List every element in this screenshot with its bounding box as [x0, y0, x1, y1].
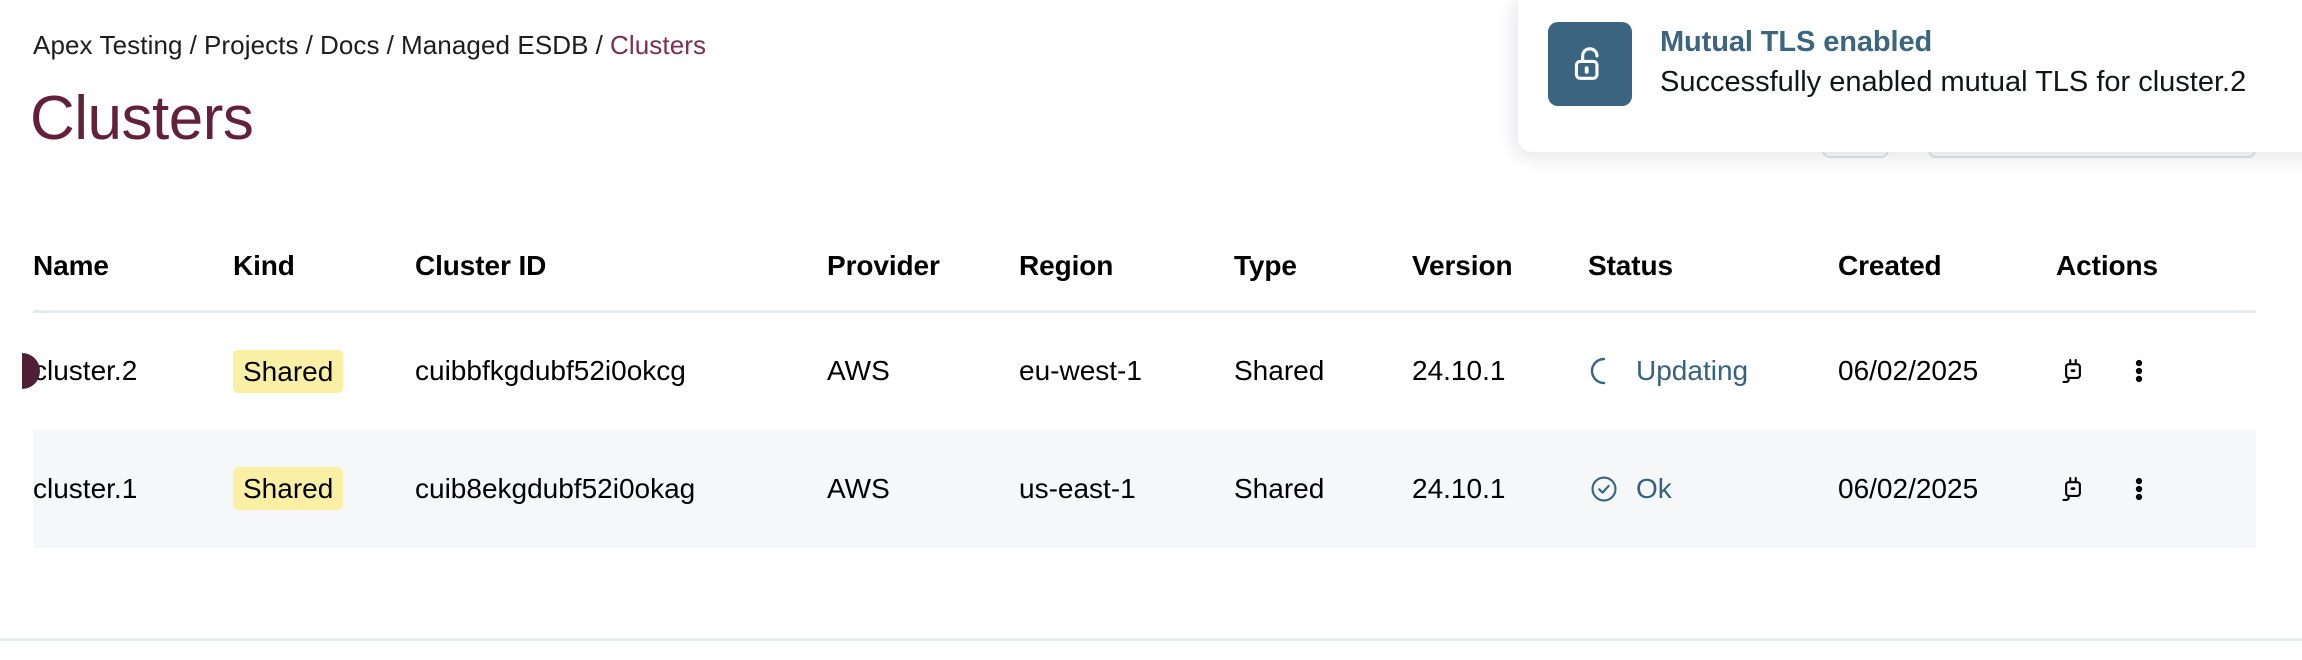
table-header-row: Name Kind Cluster ID Provider Region Typ…	[33, 250, 2256, 312]
kind-badge: Shared	[233, 466, 344, 511]
cell-type: Shared	[1234, 429, 1412, 548]
status-badge: Updating	[1636, 355, 1749, 387]
breadcrumb-separator: /	[595, 30, 603, 60]
breadcrumb-separator: /	[189, 30, 197, 60]
breadcrumb-separator: /	[386, 30, 394, 60]
toast-notification[interactable]: Mutual TLS enabled Successfully enabled …	[1518, 0, 2302, 152]
cluster-name-link[interactable]: cluster.2	[33, 355, 138, 387]
cell-region: us-east-1	[1019, 429, 1234, 548]
cell-provider: AWS	[827, 311, 1019, 430]
cell-created: 06/02/2025	[1838, 311, 2056, 430]
cell-name: cluster.2	[22, 311, 233, 430]
breadcrumb-item-docs[interactable]: Docs	[320, 30, 380, 60]
column-header-created[interactable]: Created	[1838, 250, 1942, 281]
column-header-name[interactable]: Name	[33, 250, 109, 281]
cell-status: Updating	[1588, 311, 1838, 430]
column-header-type[interactable]: Type	[1234, 250, 1297, 281]
table-row[interactable]: cluster.2 Shared cuibbfkgdubf52i0okcg AW…	[22, 311, 2256, 430]
breadcrumb-item-apex-testing[interactable]: Apex Testing	[33, 30, 183, 60]
cell-created: 06/02/2025	[1838, 429, 2056, 548]
cell-cluster-id[interactable]: cuib8ekgdubf52i0okag	[415, 429, 827, 548]
breadcrumb-separator: /	[305, 30, 313, 60]
toast-body: Mutual TLS enabled Successfully enabled …	[1660, 22, 2246, 102]
cell-kind: Shared	[233, 429, 415, 548]
toast-message: Successfully enabled mutual TLS for clus…	[1660, 66, 2247, 99]
column-header-actions: Actions	[2056, 250, 2158, 281]
cell-name: cluster.1	[33, 429, 233, 548]
column-header-region[interactable]: Region	[1019, 250, 1114, 281]
table-row[interactable]: cluster.1 Shared cuib8ekgdubf52i0okag AW…	[33, 429, 2256, 548]
cell-actions	[2056, 311, 2256, 430]
cell-type: Shared	[1234, 311, 1412, 430]
breadcrumb: Apex Testing / Projects / Docs / Managed ESDB /…	[33, 30, 706, 61]
more-options-icon[interactable]	[2122, 354, 2156, 388]
check-circle-icon	[1591, 475, 1617, 502]
status-badge: Ok	[1636, 472, 1672, 504]
connect-plug-icon[interactable]	[2056, 472, 2090, 506]
clusters-table: Name Kind Cluster ID Provider Region Typ…	[22, 250, 2256, 548]
cell-cluster-id[interactable]: cuibbfkgdubf52i0okcg	[415, 311, 827, 430]
table-header: Name Kind Cluster ID Provider Region Typ…	[33, 250, 2256, 312]
page-title: Clusters	[30, 84, 254, 153]
toast-title: Mutual TLS enabled	[1660, 26, 1933, 58]
spinner-icon	[1590, 358, 1606, 385]
cell-version: 24.10.1	[1412, 429, 1588, 548]
cell-provider: AWS	[827, 429, 1019, 548]
cell-actions	[2056, 429, 2256, 548]
breadcrumb-item-clusters[interactable]: Clusters	[609, 30, 707, 60]
cell-status: Ok	[1588, 429, 1838, 548]
kind-badge: Shared	[233, 349, 344, 393]
cell-region: eu-west-1	[1019, 311, 1234, 430]
cell-version: 24.10.1	[1412, 311, 1588, 430]
breadcrumb-item-projects[interactable]: Projects	[203, 30, 299, 60]
column-header-status[interactable]: Status	[1588, 250, 1673, 281]
table-body: cluster.2 Shared cuibbfkgdubf52i0okcg AW…	[22, 311, 2256, 548]
column-header-kind[interactable]: Kind	[233, 250, 295, 281]
unlock-icon	[1548, 22, 1632, 106]
column-header-version[interactable]: Version	[1412, 250, 1513, 281]
cell-kind: Shared	[233, 311, 415, 430]
selected-row-indicator	[22, 353, 40, 390]
more-options-icon[interactable]	[2122, 472, 2156, 506]
column-header-provider[interactable]: Provider	[827, 250, 940, 281]
column-header-cluster-id[interactable]: Cluster ID	[415, 250, 547, 281]
footer-divider	[0, 638, 2302, 641]
connect-plug-icon[interactable]	[2056, 354, 2090, 388]
breadcrumb-item-managed-esdb[interactable]: Managed ESDB	[400, 30, 589, 60]
cluster-name-link[interactable]: cluster.1	[33, 472, 138, 504]
clusters-table-container: Name Kind Cluster ID Provider Region Typ…	[22, 250, 2256, 548]
